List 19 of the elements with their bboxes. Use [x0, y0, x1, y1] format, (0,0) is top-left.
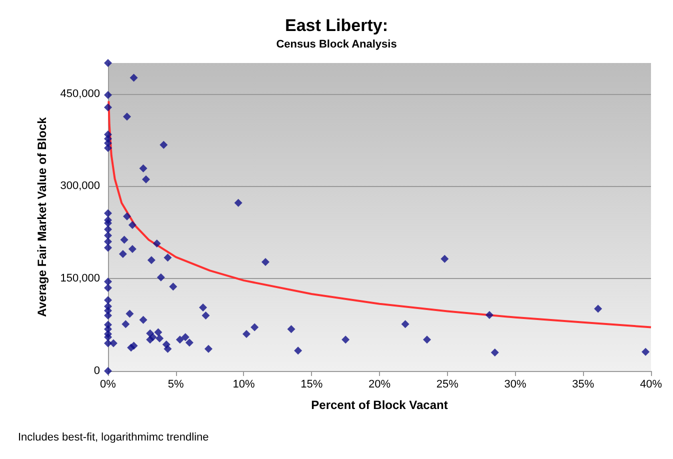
y-axis-title: Average Fair Market Value of Block: [35, 116, 49, 317]
x-tick-label: 25%: [436, 378, 459, 390]
x-tick-label: 20%: [368, 378, 391, 390]
y-tick-label: 300,000: [60, 180, 100, 192]
x-tick-label: 5%: [168, 378, 184, 390]
y-tick-label: 0: [94, 365, 100, 377]
line-series: [108, 100, 652, 328]
y-tick-label: 450,000: [60, 88, 100, 100]
x-tick-label: 30%: [504, 378, 526, 390]
text: Includes best-fit, logarithmimc trendline: [18, 432, 209, 444]
x-tick-label: 40%: [640, 378, 662, 390]
x-tick-label: 10%: [232, 378, 255, 390]
x-tick-label: 35%: [572, 378, 594, 390]
chart-title: East Liberty:: [285, 16, 388, 35]
x-tick-label: 0%: [100, 378, 116, 390]
chart-subtitle: Census Block Analysis: [276, 38, 397, 50]
x-tick-label: 15%: [300, 378, 323, 390]
x-axis-title: Percent of Block Vacant: [311, 398, 448, 412]
y-tick-label: 150,000: [60, 272, 100, 285]
